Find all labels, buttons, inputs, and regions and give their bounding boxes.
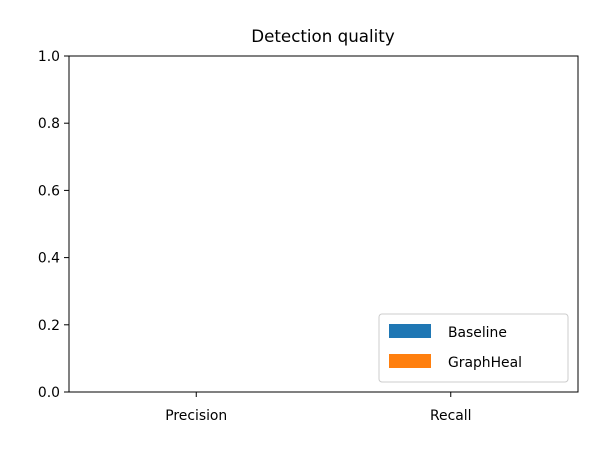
x-tick-label: Precision: [165, 408, 227, 424]
legend-label-baseline: Baseline: [448, 325, 507, 341]
y-axis: 0.0 0.2 0.4 0.6 0.8 1.0: [38, 49, 69, 401]
y-tick-label: 1.0: [38, 49, 60, 65]
y-tick-label: 0.2: [38, 318, 60, 334]
plot-area-frame: [68, 55, 579, 393]
x-axis: Precision Recall: [165, 392, 471, 424]
legend: Baseline GraphHeal: [378, 313, 569, 383]
x-tick-label: Recall: [430, 408, 471, 424]
y-tick-label: 0.4: [38, 251, 60, 267]
y-tick-label: 0.8: [38, 116, 60, 132]
y-tick-label: 0.6: [38, 183, 60, 199]
chart-title: Detection quality: [251, 26, 395, 46]
legend-label-graphheal: GraphHeal: [448, 355, 522, 371]
legend-swatch-graphheal: [389, 354, 431, 368]
y-tick-label: 0.0: [38, 385, 60, 401]
legend-swatch-baseline: [389, 324, 431, 338]
